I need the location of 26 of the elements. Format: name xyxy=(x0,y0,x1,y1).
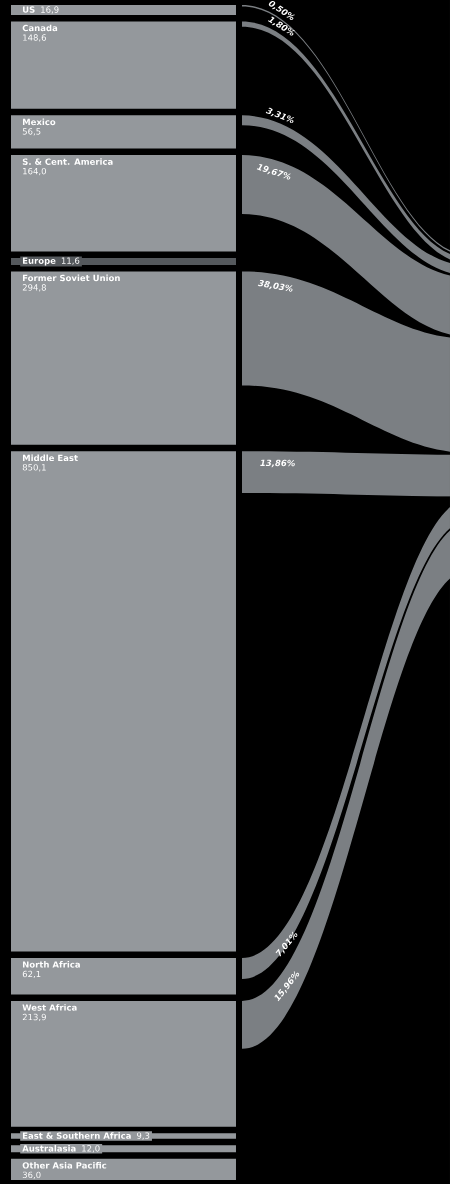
data-label: 12,0 xyxy=(82,1145,100,1153)
data-label: 850,1 xyxy=(22,464,46,472)
category-label: Europe xyxy=(22,257,56,266)
category-label: Middle East xyxy=(22,454,78,462)
data-label: 213,9 xyxy=(22,1013,46,1022)
category-label: Former Soviet Union xyxy=(22,274,120,282)
category-label: Canada xyxy=(22,24,58,32)
data-label: 9,3 xyxy=(136,1132,150,1140)
category-label: West Africa xyxy=(22,1004,77,1011)
category-label: Other Asia Pacific xyxy=(22,1162,107,1169)
category-label: East & Southern Africa xyxy=(22,1132,131,1139)
data-label: 36,0 xyxy=(22,1171,41,1179)
category-label: S. & Cent. America xyxy=(22,158,113,165)
data-label: 148,6 xyxy=(23,34,46,42)
data-label: 164,0 xyxy=(23,167,46,176)
category-label: North Africa xyxy=(22,961,80,968)
data-label: 294,8 xyxy=(22,284,46,292)
category-label: Mexico xyxy=(22,118,56,126)
category-label: US xyxy=(22,6,35,13)
data-label: 56,5 xyxy=(22,128,41,136)
data-label: 11,6 xyxy=(61,257,80,265)
data-label: 13,86% xyxy=(260,459,295,468)
data-label: 38,03% xyxy=(257,280,293,292)
category-label: Australasia xyxy=(22,1145,76,1152)
data-label: 16,9 xyxy=(41,6,59,14)
data-label: 62,1 xyxy=(22,970,41,979)
